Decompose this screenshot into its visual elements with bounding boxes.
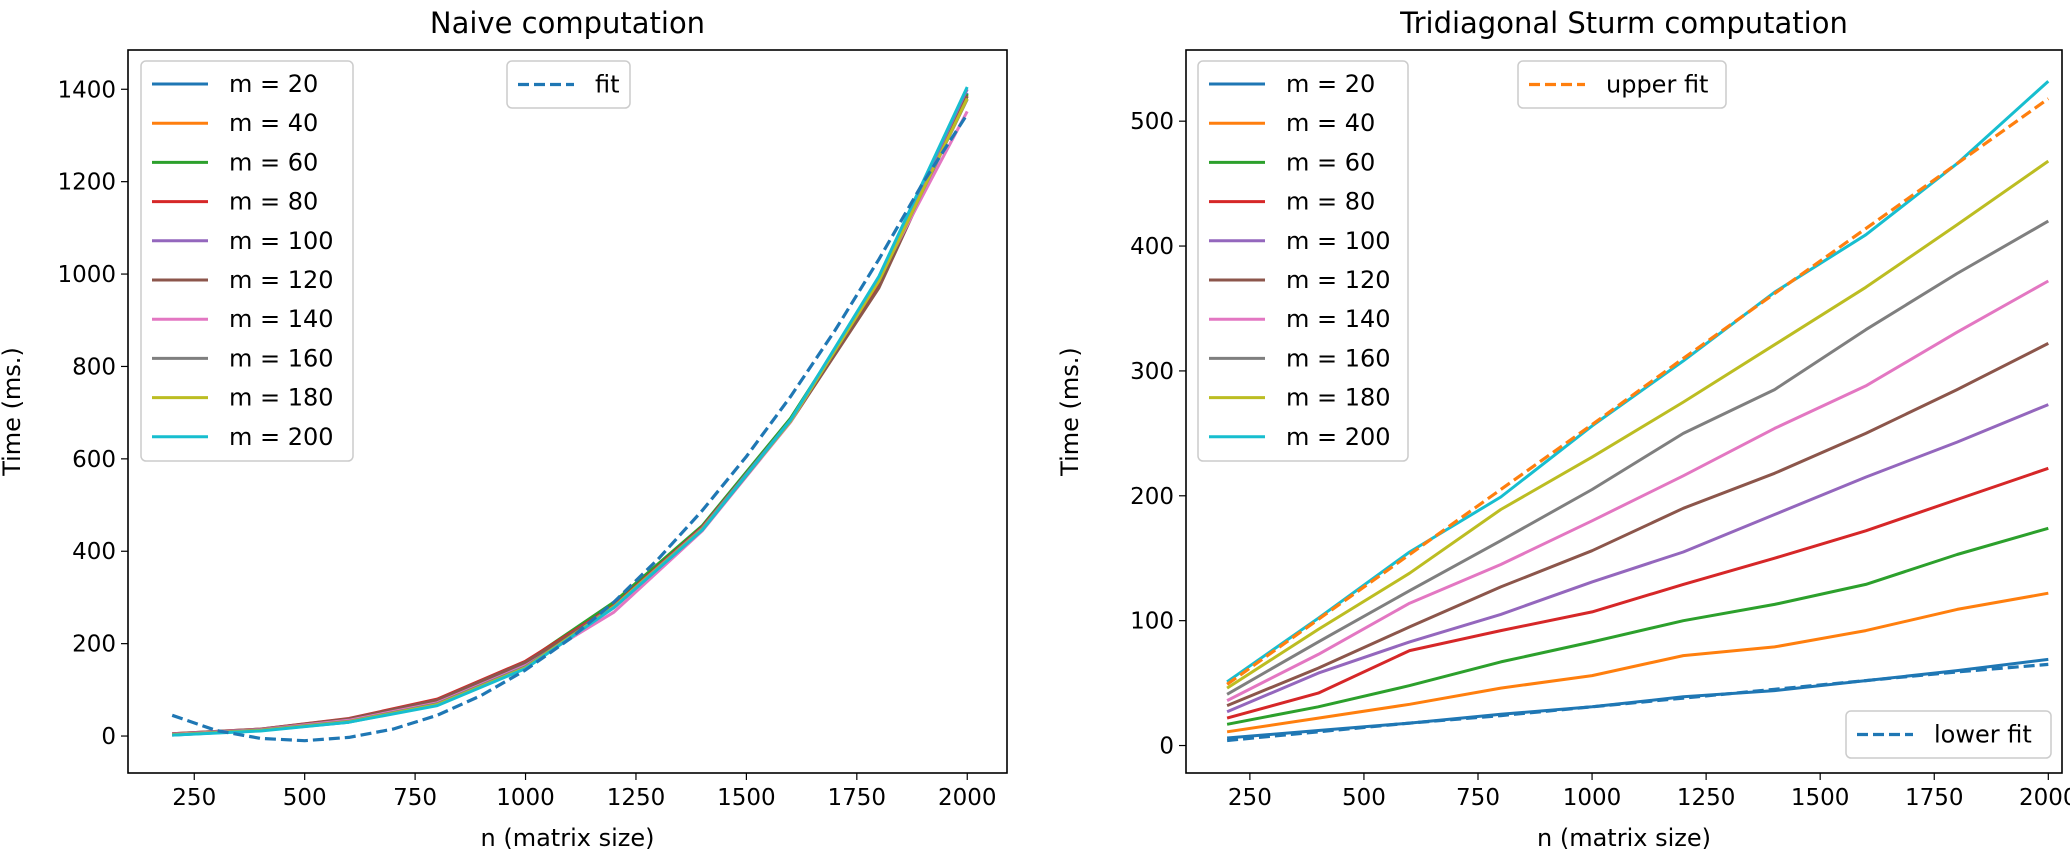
x-tick-label: 1250 [607,785,666,811]
x-tick-label: 500 [283,785,327,811]
x-tick-label: 1000 [496,785,555,811]
x-tick-label: 1500 [1791,785,1850,811]
series-line-m140 [1226,279,2050,702]
legend-label: m = 140 [1286,305,1391,333]
x-tick-label: 250 [172,785,216,811]
legend-label: m = 40 [1286,109,1375,137]
lower-fit-legend-box [1845,710,2052,759]
legend-label: m = 20 [229,70,318,98]
x-tick-label: 250 [1228,785,1272,811]
fit-line-upper-fit [1226,97,2050,686]
x-tick-label: 1500 [717,785,776,811]
x-tick-label: 1000 [1563,785,1622,811]
fit-line-fit [171,113,969,743]
legend-label: m = 80 [229,188,318,216]
chart-title: Tridiagonal Sturm computation [1399,6,1848,40]
chart-1: Naive computation 250 500 750 1000 1250 1500 17… [0,6,1008,852]
series-line-m160 [1226,219,2050,696]
y-tick-label: 0 [1159,734,1174,760]
legend-label: m = 60 [1286,148,1375,176]
y-tick-label: 1000 [57,262,116,288]
x-tick-label: 750 [1456,785,1500,811]
legend-label: m = 200 [1286,423,1391,451]
x-tick-label: 1750 [1905,785,1964,811]
y-axis-label: Time (ms.) [0,347,26,477]
y-tick-label: 100 [1130,609,1174,635]
legend-label: m = 120 [1286,266,1391,294]
y-tick-label: 400 [1130,234,1174,260]
x-tick-label: 500 [1342,785,1386,811]
x-tick-label: 2000 [2019,785,2070,811]
legend-label: m = 160 [1286,344,1391,372]
y-tick-label: 1400 [57,77,116,103]
y-tick-label: 200 [1130,484,1174,510]
fit-legend-label: upper fit [1606,71,1708,99]
x-tick-label: 2000 [938,785,997,811]
x-axis-label: n (matrix size) [481,824,655,852]
fit-line-lower-fit [1226,662,2049,743]
chart-title: Naive computation [430,6,705,40]
series-group [1226,80,2050,743]
y-tick-label: 500 [1130,109,1174,135]
y-tick-label: 300 [1130,359,1174,385]
series-line-m60 [1226,526,2049,726]
plot-frame [127,49,1008,774]
x-tick-label: 1250 [1677,785,1736,811]
series-group [171,86,969,743]
legend-label: m = 100 [229,227,334,255]
lower-fit-legend-label: lower fit [1934,721,2032,749]
legend-label: m = 100 [1286,227,1391,255]
series-line-m40 [1226,591,2049,734]
legend-label: m = 40 [229,109,318,137]
series-line-m180 [1226,159,2050,690]
legend-label: m = 140 [229,305,334,333]
y-axis-label: Time (ms.) [1056,347,1084,477]
legend-label: m = 20 [1286,70,1375,98]
fit-legend-label: fit [595,71,620,99]
legend-label: m = 80 [1286,188,1375,216]
legend-label: m = 180 [229,384,334,412]
x-axis-label: n (matrix size) [1537,824,1711,852]
plot-frame [1185,49,2063,774]
series-line-m100 [1226,403,2049,714]
y-tick-label: 800 [72,354,116,380]
x-tick-label: 750 [393,785,437,811]
y-tick-label: 0 [101,724,116,750]
legend-label: m = 120 [229,266,334,294]
y-tick-label: 400 [72,539,116,565]
chart-2: Tridiagonal Sturm computation 250 500 750 10… [1056,6,2070,852]
series-line-m120 [1226,342,2049,707]
y-tick-label: 1200 [57,170,116,196]
legend-label: m = 60 [229,148,318,176]
x-tick-label: 1750 [828,785,887,811]
y-tick-label: 600 [72,447,116,473]
legend-label: m = 160 [229,344,334,372]
series-line-m80 [1226,466,2049,720]
legend-label: m = 200 [229,423,334,451]
fit-legend-box [1517,60,1727,109]
legend-label: m = 180 [1286,384,1391,412]
y-tick-label: 200 [72,632,116,658]
